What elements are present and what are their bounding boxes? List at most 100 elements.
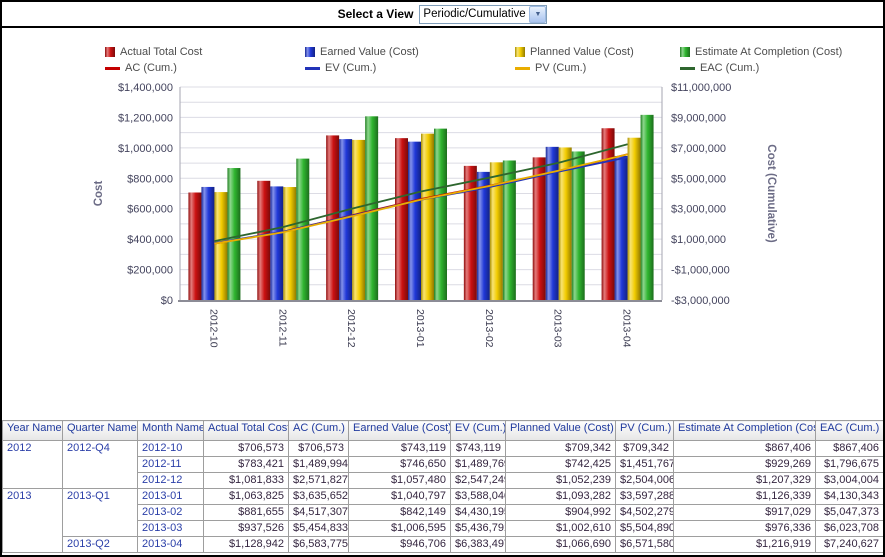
cell-drill-link[interactable]: 2012 <box>2 440 63 489</box>
cell-value: $4,430,195 <box>450 504 506 521</box>
cell-drill-link[interactable]: 2012-12 <box>137 472 204 489</box>
legend-item-actual-total-cost: Actual Total Cost <box>105 44 202 60</box>
cell-value: $1,207,329 <box>673 472 816 489</box>
bar-planned-value-cost-2012-12[interactable] <box>352 139 366 300</box>
cell-value: $1,126,339 <box>673 488 816 505</box>
left-axis-tick-label: $1,000,000 <box>118 143 173 155</box>
bar-earned-value-cost-2012-10[interactable] <box>201 186 215 300</box>
left-axis-tick-label: $200,000 <box>127 265 173 277</box>
bar-earned-value-cost-2013-03[interactable] <box>545 146 559 300</box>
cell-drill-link[interactable]: 2012-Q4 <box>62 440 138 489</box>
bar-earned-value-cost-2013-02[interactable] <box>476 171 490 300</box>
legend-group-planned-value-cost: Planned Value (Cost) PV (Cum.) <box>515 44 634 76</box>
bar-planned-value-cost-2012-10[interactable] <box>214 192 228 300</box>
x-axis-tick-label: 2012-10 <box>207 309 219 348</box>
legend-label: Planned Value (Cost) <box>530 46 634 58</box>
bar-actual-total-cost-2012-11[interactable] <box>257 180 271 300</box>
bar-earned-value-cost-2012-12[interactable] <box>339 139 353 300</box>
col-header-ev-cum: EV (Cum.) <box>450 420 506 441</box>
legend-bar-swatch-icon <box>105 47 115 57</box>
bar-actual-total-cost-2013-03[interactable] <box>532 157 546 300</box>
left-axis-tick-label: $1,400,000 <box>118 82 173 94</box>
bar-estimate-at-completion-cost-2013-03[interactable] <box>571 151 585 300</box>
bar-estimate-at-completion-cost-2013-04[interactable] <box>640 114 654 300</box>
right-axis-tick-label: $3,000,000 <box>671 204 726 216</box>
legend-group-earned-value-cost: Earned Value (Cost) EV (Cum.) <box>305 44 419 76</box>
cell-value: $4,502,279 <box>615 504 674 521</box>
cell-value: $2,571,827 <box>288 472 349 489</box>
right-axis-tick-label: -$1,000,000 <box>671 265 730 277</box>
col-header-planned-value-cost: Planned Value (Cost) <box>505 420 616 441</box>
cell-drill-link[interactable]: 2013 <box>2 488 63 553</box>
col-header-estimate-at-completion-cost: Estimate At Completion (Cost) <box>673 420 816 441</box>
bar-actual-total-cost-2012-12[interactable] <box>326 135 340 300</box>
legend-bar-swatch-icon <box>515 47 525 57</box>
line-eac-cum <box>214 143 628 243</box>
left-axis-tick-label: $0 <box>161 295 173 307</box>
cell-value: $929,269 <box>673 456 816 473</box>
cell-value: $1,040,797 <box>348 488 451 505</box>
legend-item-ac-cum: AC (Cum.) <box>105 60 202 76</box>
bar-planned-value-cost-2012-11[interactable] <box>283 187 297 300</box>
right-axis-tick-label: $7,000,000 <box>671 143 726 155</box>
cell-value: $5,454,833 <box>288 520 349 537</box>
left-axis-tick-label: $600,000 <box>127 204 173 216</box>
view-selector-dropdown[interactable]: Periodic/Cumulative ▼ <box>419 4 548 24</box>
bar-estimate-at-completion-cost-2012-11[interactable] <box>296 158 310 300</box>
bar-estimate-at-completion-cost-2012-12[interactable] <box>365 116 379 301</box>
view-selector-bar: Select a View Periodic/Cumulative ▼ <box>2 2 883 28</box>
bar-planned-value-cost-2013-01[interactable] <box>421 133 434 300</box>
col-header-year-name: Year Name <box>2 420 63 441</box>
cell-drill-link[interactable]: 2013-01 <box>137 488 204 505</box>
cell-value: $743,119 <box>450 440 506 457</box>
cell-drill-link[interactable]: 2013-04 <box>137 536 204 553</box>
legend-item-ev-cum: EV (Cum.) <box>305 60 419 76</box>
x-axis-tick-label: 2013-01 <box>414 309 426 348</box>
legend-item-pv-cum: PV (Cum.) <box>515 60 634 76</box>
cell-value: $7,240,627 <box>815 536 883 553</box>
cell-drill-link[interactable]: 2012-10 <box>137 440 204 457</box>
bar-actual-total-cost-2013-02[interactable] <box>463 165 477 300</box>
legend-line-swatch-icon <box>680 66 695 70</box>
bar-actual-total-cost-2013-04[interactable] <box>601 128 615 300</box>
bar-earned-value-cost-2013-04[interactable] <box>614 155 628 300</box>
bar-planned-value-cost-2013-02[interactable] <box>489 162 503 300</box>
legend-bar-swatch-icon <box>680 47 690 57</box>
right-axis-title: Cost (Cumulative) <box>765 144 777 243</box>
legend-item-planned-value-cost: Planned Value (Cost) <box>515 44 634 60</box>
col-header-month-name: Month Name <box>137 420 204 441</box>
cell-drill-link[interactable]: 2013-Q1 <box>62 488 138 537</box>
cell-drill-link[interactable]: 2013-02 <box>137 504 204 521</box>
legend-group-actual-total-cost: Actual Total Cost AC (Cum.) <box>105 44 202 76</box>
bar-planned-value-cost-2013-03[interactable] <box>558 147 572 300</box>
cell-value: $743,119 <box>348 440 451 457</box>
legend-line-swatch-icon <box>305 66 320 70</box>
legend-bar-swatch-icon <box>305 47 315 57</box>
cell-value: $881,655 <box>203 504 289 521</box>
cell-value: $3,635,652 <box>288 488 349 505</box>
bar-actual-total-cost-2012-10[interactable] <box>188 192 202 300</box>
bar-planned-value-cost-2013-04[interactable] <box>627 137 641 300</box>
cell-drill-link[interactable]: 2013-03 <box>137 520 204 537</box>
col-header-eac-cum: EAC (Cum.) <box>815 420 883 441</box>
cell-value: $706,573 <box>203 440 289 457</box>
right-axis-tick-label: $11,000,000 <box>671 82 731 94</box>
cell-drill-link[interactable]: 2012-11 <box>137 456 204 473</box>
cell-value: $867,406 <box>673 440 816 457</box>
right-axis-tick-label: $5,000,000 <box>671 173 726 185</box>
x-axis-tick-label: 2012-12 <box>345 309 357 348</box>
bar-estimate-at-completion-cost-2013-01[interactable] <box>434 128 447 300</box>
view-selector-label: Select a View <box>337 7 414 21</box>
dropdown-arrow-icon[interactable]: ▼ <box>529 5 547 23</box>
cell-value: $706,573 <box>288 440 349 457</box>
bar-estimate-at-completion-cost-2013-02[interactable] <box>502 160 516 300</box>
bar-estimate-at-completion-cost-2012-10[interactable] <box>227 168 241 300</box>
bar-earned-value-cost-2012-11[interactable] <box>270 186 284 300</box>
bar-actual-total-cost-2013-01[interactable] <box>395 138 408 300</box>
bar-earned-value-cost-2013-01[interactable] <box>408 141 421 300</box>
table-row: 2012 2012-Q4 2012-10 $706,573 $706,573 $743,1… <box>2 440 883 489</box>
cell-value: $976,336 <box>673 520 816 537</box>
cell-value: $746,650 <box>348 456 451 473</box>
left-axis-tick-label: $400,000 <box>127 234 173 246</box>
cell-drill-link[interactable]: 2013-Q2 <box>62 536 138 553</box>
